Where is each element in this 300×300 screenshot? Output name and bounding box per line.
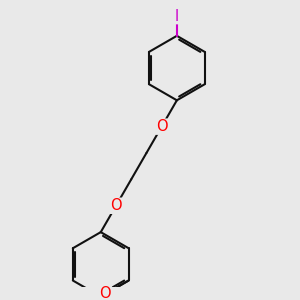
Text: I: I — [175, 9, 179, 24]
Text: O: O — [156, 119, 167, 134]
Text: O: O — [100, 286, 111, 300]
Text: O: O — [110, 198, 122, 213]
